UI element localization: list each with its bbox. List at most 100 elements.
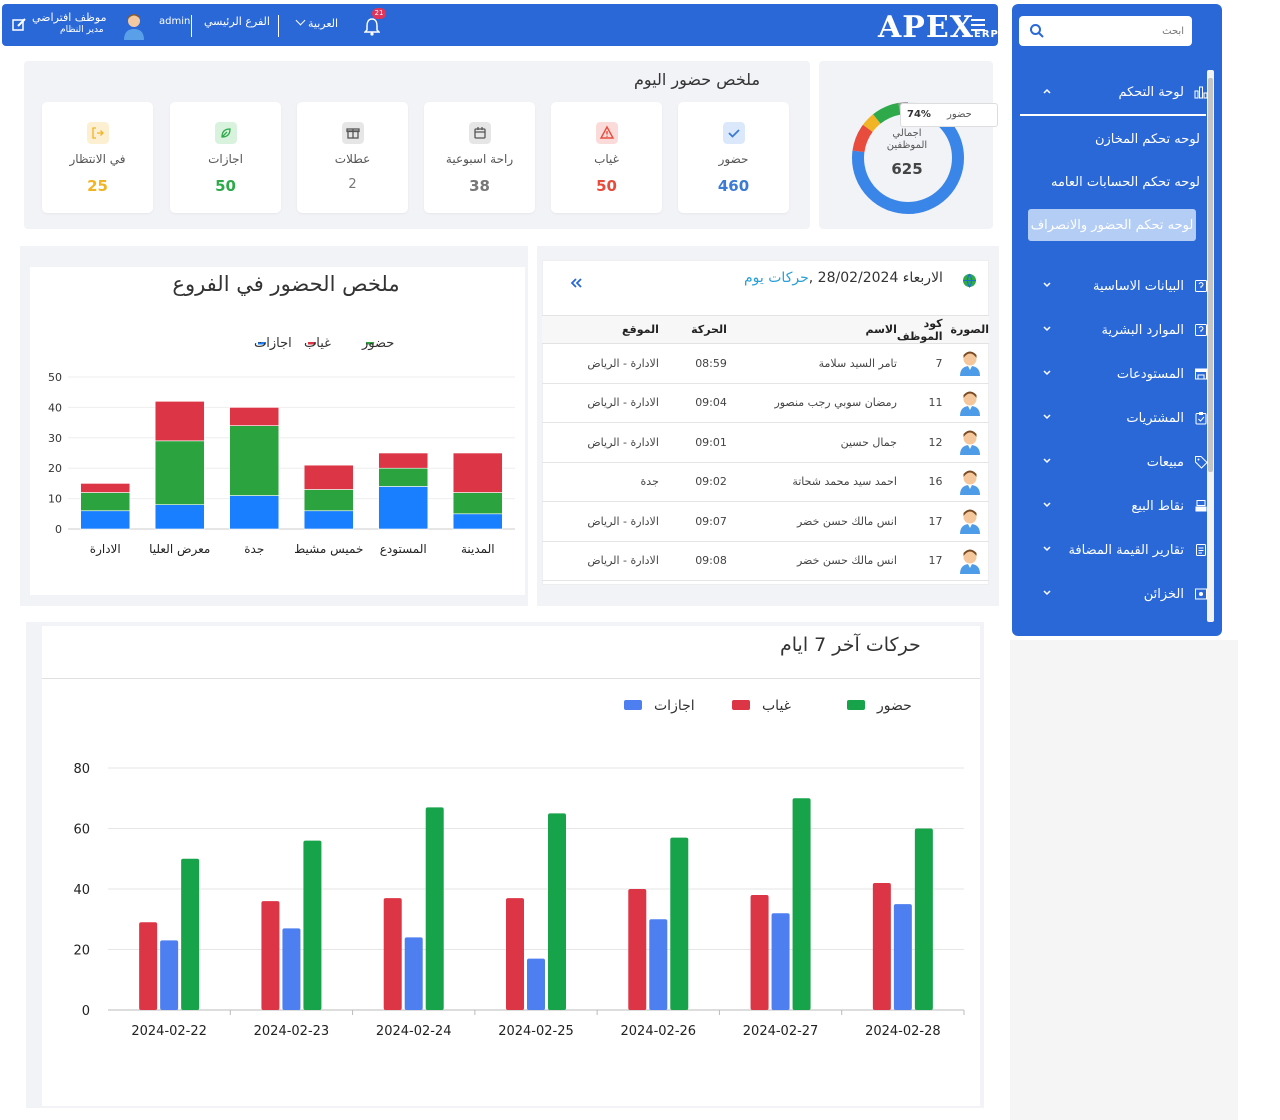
employee-avatar[interactable] xyxy=(959,548,981,574)
y-tick-label: 20 xyxy=(48,462,62,475)
employee-avatar[interactable] xyxy=(959,429,981,456)
card-pending[interactable]: في الانتظار 25 xyxy=(42,102,153,213)
table-row[interactable]: 16 احمد سيد محمد شحاتة 09:02 جدة xyxy=(542,462,989,502)
employee-photo-cell xyxy=(950,343,989,384)
card-present[interactable]: حضور 460 xyxy=(678,102,789,213)
language-label: العربية xyxy=(308,17,339,30)
employee-photo-cell xyxy=(950,383,989,423)
card-label: عطلات xyxy=(334,152,371,166)
user-avatar[interactable] xyxy=(122,12,146,40)
employee-avatar[interactable] xyxy=(959,469,981,495)
y-tick-label: 30 xyxy=(48,432,62,445)
chart-bars xyxy=(139,798,933,1010)
card-value: 460 xyxy=(717,177,750,195)
sidebar-item-treasuries[interactable]: الخزائن xyxy=(1038,572,1208,616)
bar xyxy=(282,928,301,1010)
donut-segment-present[interactable] xyxy=(852,102,964,214)
double-chevron-left-icon[interactable] xyxy=(568,276,584,290)
sidebar-item-pos[interactable]: نقاط البيع xyxy=(1038,484,1208,528)
employee-avatar[interactable] xyxy=(959,390,981,416)
search-input[interactable] xyxy=(1049,21,1184,41)
sidebar-search[interactable] xyxy=(1019,16,1192,46)
branches-chart[interactable]: حضور غياب اجازات 0 10 20 30 40 50 الادارة معرض ا… xyxy=(30,320,525,590)
table-row[interactable]: 12 جمال حسين 09:01 الادارة - الرياض xyxy=(542,422,989,463)
sidebar-item-purchases[interactable]: المشتريات xyxy=(1038,396,1208,440)
bar xyxy=(893,904,912,1010)
card-label: غياب xyxy=(594,152,619,166)
card-absent[interactable]: غياب 50 xyxy=(551,102,662,213)
column-header[interactable]: الحركة xyxy=(666,315,727,344)
legend-swatch xyxy=(624,700,642,710)
employee-code: 17 xyxy=(896,541,951,581)
notifications-badge: 21 xyxy=(372,8,386,19)
chart-x-labels: 2024-02-22 2024-02-23 2024-02-24 2024-02-25… xyxy=(131,1024,940,1039)
column-header[interactable]: الاسم xyxy=(726,315,897,344)
menu-icon[interactable] xyxy=(970,18,986,32)
chevron-down-icon xyxy=(1043,414,1051,420)
sidebar-item-warehouses[interactable]: المستودعات xyxy=(1038,352,1208,396)
sidebar-item-hr[interactable]: الموارد البشرية xyxy=(1038,308,1208,352)
x-tick-label: 2024-02-22 xyxy=(131,1024,207,1039)
column-header[interactable]: الموقع xyxy=(542,315,667,344)
bar xyxy=(181,858,200,1010)
bar-segment xyxy=(229,407,280,426)
bar xyxy=(670,837,689,1010)
sidebar-scrollbar[interactable] xyxy=(1207,70,1214,622)
sidebar-item-vat-reports[interactable]: تقارير القيمة المضافة xyxy=(1038,528,1208,572)
card-label: حضور xyxy=(718,152,749,166)
notifications-bell-icon[interactable] xyxy=(364,18,380,36)
donut-label-line: الموظفين xyxy=(886,140,928,151)
sidebar: لوحة التحكم لوحه تحكم المخازن لوحه تحكم … xyxy=(1012,4,1222,636)
card-leaves[interactable]: اجازات 50 xyxy=(170,102,281,213)
movement-location: جدة xyxy=(542,462,667,502)
employee-code: 17 xyxy=(896,501,951,542)
sidebar-subitem-warehouse-dashboard[interactable]: لوحه تحكم المخازن xyxy=(1094,132,1200,147)
card-holidays[interactable]: عطلات 2 xyxy=(297,102,408,213)
table-row[interactable]: 17 انس مالك حسن خضر 09:08 الادارة - الرياض xyxy=(542,541,989,581)
top-header: APEXERP 21 العربية الفرع الرئيسي admin م… xyxy=(2,4,998,46)
sidebar-item-basic-data[interactable]: البيانات الاساسية xyxy=(1038,264,1208,308)
chart-x-labels: الادارة معرض العليا جدة خميس مشيط المستودع ال… xyxy=(90,542,495,557)
table-row[interactable]: 11 رمضان سوبي رجب منصور 09:04 الادارة - الر… xyxy=(542,383,989,423)
donut-panel xyxy=(819,61,993,229)
search-icon[interactable] xyxy=(1029,23,1045,39)
y-tick-label: 20 xyxy=(73,944,90,959)
x-tick-label: المدينة xyxy=(461,542,495,556)
bar-segment xyxy=(303,464,354,490)
sidebar-item-label: المستودعات xyxy=(1116,366,1184,382)
sidebar-subitem-accounts-dashboard[interactable]: لوحه تحكم الحسابات العامه xyxy=(1051,175,1200,190)
bar xyxy=(160,940,179,1010)
sidebar-subitem-attendance-dashboard[interactable]: لوحه تحكم الحضور والانصراف xyxy=(1028,209,1196,241)
bar xyxy=(139,922,158,1010)
edit-profile-icon[interactable] xyxy=(12,17,27,32)
table-row[interactable]: 17 انس مالك حسن خضر 09:07 الادارة - الرياض xyxy=(542,501,989,542)
column-header[interactable]: الصورة xyxy=(950,315,989,344)
card-value: 38 xyxy=(469,177,490,195)
table-row[interactable]: 7 تامر السيد سلامة 08:59 الادارة - الرياض xyxy=(542,343,989,384)
card-value: 2 xyxy=(348,177,357,192)
bar xyxy=(548,813,566,1010)
scrollbar-thumb[interactable] xyxy=(1208,78,1213,472)
employee-avatar[interactable] xyxy=(959,508,981,535)
background-strip xyxy=(1010,640,1238,1120)
donut-total: 625 xyxy=(891,160,923,178)
sidebar-item-dashboard[interactable]: لوحة التحكم xyxy=(1038,70,1208,114)
sidebar-item-label: الخزائن xyxy=(1143,586,1184,602)
app-logo[interactable]: APEXERP xyxy=(878,10,999,45)
column-header[interactable]: كود الموظف xyxy=(896,315,951,344)
language-selector[interactable]: العربية xyxy=(295,15,339,30)
legend-label: حضور xyxy=(361,336,394,351)
card-weekly-rest[interactable]: راحة اسبوعية 38 xyxy=(424,102,535,213)
username[interactable]: admin xyxy=(159,16,191,27)
legend-label: غياب xyxy=(762,698,791,714)
card-label: راحة اسبوعية xyxy=(445,152,514,166)
employee-photo-cell xyxy=(950,501,989,542)
sidebar-item-sales[interactable]: مبيعات xyxy=(1038,440,1208,484)
employee-avatar[interactable] xyxy=(959,350,981,377)
branch-selector[interactable]: الفرع الرئيسي xyxy=(204,15,270,28)
employee-photo-cell xyxy=(950,462,989,502)
x-tick-label: 2024-02-26 xyxy=(621,1024,697,1039)
x-tick-label: 2024-02-23 xyxy=(254,1024,330,1039)
y-tick-label: 60 xyxy=(73,823,90,838)
